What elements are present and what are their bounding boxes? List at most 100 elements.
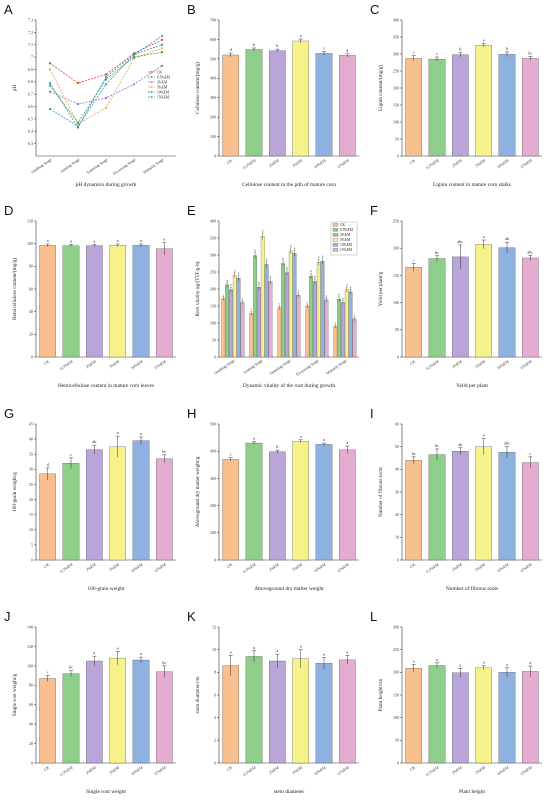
significance-letter: c	[335, 321, 337, 325]
bar	[522, 58, 539, 157]
significance-letter: a	[276, 648, 278, 653]
bar	[62, 245, 80, 358]
x-tick-label: 5%EM	[108, 561, 121, 572]
data-point	[132, 55, 136, 59]
data-point	[48, 62, 52, 65]
bar	[292, 253, 297, 358]
significance-letter: a	[323, 437, 325, 442]
y-tick-label: 50	[212, 337, 216, 342]
x-tick-label: 15%EM	[519, 358, 533, 370]
data-point	[160, 51, 164, 54]
y-tick-label: 500	[210, 56, 216, 61]
legend-swatch	[332, 243, 339, 247]
data-point	[160, 34, 164, 38]
significance-letter: b	[230, 283, 232, 287]
data-point	[48, 90, 52, 93]
y-tick-label: 400	[393, 17, 399, 22]
chart-l: L 0 50 100 150 200 250 300 Plant height/cm Plant …	[370, 609, 542, 795]
y-tick-label: 250	[393, 647, 399, 652]
significance-letter: a	[506, 662, 508, 667]
chart-h: H 0 100 200 300 400 500 Aboveground dry matter …	[187, 406, 359, 592]
y-tick-label: 100	[393, 119, 399, 124]
y-tick-label: 100	[393, 715, 399, 720]
bar	[348, 291, 353, 358]
bar	[257, 287, 261, 358]
y-tick-label: 400	[210, 449, 216, 454]
significance-letter: a	[262, 229, 264, 233]
significance-letter: bc	[412, 451, 416, 456]
y-axis-label: Cellulose content/(mg/g)	[194, 62, 201, 114]
bar	[109, 245, 126, 358]
bar	[132, 440, 150, 561]
bar	[236, 277, 241, 358]
y-tick-label: 0	[397, 354, 399, 359]
bar	[269, 660, 286, 764]
y-tick-label: 100	[210, 320, 216, 325]
panel-b: B 0 100 200 300 400 500 600 700 Cellulose content…	[183, 0, 366, 200]
y-tick-label: 6.4	[28, 129, 33, 134]
chart-caption: Yeild per plant	[456, 383, 488, 389]
x-tick-label: 15%EM	[519, 764, 533, 776]
y-axis-label: Plant height/cm	[378, 679, 384, 712]
significance-letter: a	[350, 285, 352, 289]
bar	[315, 444, 333, 561]
y-tick-label: 700	[210, 17, 216, 22]
y-tick-label: 40	[395, 467, 399, 472]
x-tick-label: 10%EM	[496, 358, 510, 370]
data-point	[132, 83, 136, 86]
significance-letter: b	[253, 42, 255, 47]
panel-f: F 0 50 100 150 200 250 Yeild per plant/g Yeild p…	[366, 201, 549, 401]
y-tick-label: 30	[395, 489, 399, 494]
chart-k: K 0 2 4 6 8 10 12 stem diameter/cm stem diameter C…	[187, 609, 359, 795]
y-tick-label: 300	[393, 51, 399, 56]
significance-letter: a	[238, 271, 240, 275]
series-line	[49, 35, 163, 127]
bar	[39, 473, 56, 561]
x-tick-label: 2%EM	[451, 764, 464, 775]
y-tick-label: 40	[29, 722, 33, 727]
significance-letter: bc	[162, 449, 166, 454]
bar	[156, 671, 173, 764]
significance-letter: b	[506, 46, 508, 51]
chart-e: E 0 50 100 150 200 250 300 350 400 Root vitality u…	[187, 203, 359, 389]
y-tick-label: 200	[210, 286, 216, 291]
data-point	[76, 81, 80, 85]
legend-label: CK	[157, 70, 162, 74]
significance-letter: b	[276, 43, 278, 48]
significance-letter: b	[342, 296, 344, 300]
data-point	[104, 73, 108, 76]
significance-letter: a	[230, 649, 232, 654]
y-tick-label: 7.1	[28, 42, 33, 47]
x-tick-label: Maturity Stage	[325, 358, 348, 376]
y-tick-label: 100	[393, 300, 399, 305]
x-tick-label: Flowering Stage	[112, 157, 137, 176]
x-tick-label: CK	[226, 158, 234, 165]
significance-letter: a	[47, 238, 49, 243]
y-tick-label: 40	[29, 309, 33, 314]
y-axis-label: Number of fibrous roots	[377, 467, 384, 517]
y-tick-label: 50	[395, 327, 399, 332]
x-tick-label: 0.5%EM	[59, 764, 74, 777]
y-tick-label: 6.5	[28, 116, 33, 121]
bar	[498, 54, 516, 157]
y-tick-label: 2	[214, 738, 216, 743]
legend-swatch	[332, 248, 339, 252]
x-tick-label: 0.5%EM	[425, 764, 440, 777]
data-point	[48, 107, 52, 111]
bar	[452, 256, 469, 358]
chart-g: G 0 5 10 15 20 25 30 35 40 45 100-grain weight/g 100…	[4, 406, 176, 592]
y-tick-label: 20	[29, 332, 33, 337]
chart-i: I 0 10 20 30 40 50 60 Number of fibrous roots Num…	[370, 406, 542, 592]
data-point	[76, 126, 80, 129]
y-tick-label: 100	[27, 663, 33, 668]
significance-letter: bc	[435, 250, 439, 255]
x-tick-label: 0.5%EM	[242, 157, 257, 170]
data-point	[76, 102, 80, 106]
y-tick-label: 40	[29, 437, 33, 442]
y-tick-label: 10	[212, 647, 216, 652]
significance-letter: b	[254, 248, 256, 252]
panel-letter: F	[370, 203, 378, 218]
panel-g: G 0 5 10 15 20 25 30 35 40 45 100-grain weight/g 100…	[0, 404, 183, 604]
x-tick-label: 5%EM	[108, 764, 121, 775]
legend-label: 0.5%EM	[157, 75, 171, 79]
